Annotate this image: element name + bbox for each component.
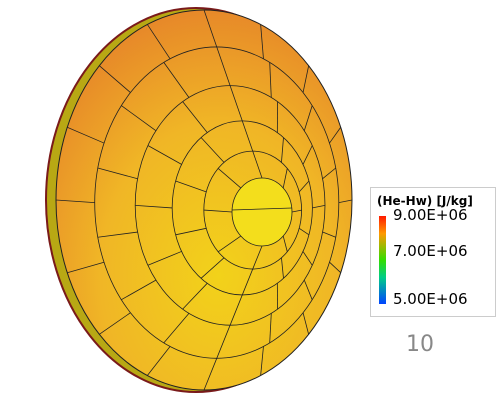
- nose-cap: [232, 178, 292, 246]
- legend-label: 9.00E+06: [393, 206, 468, 224]
- slide: (He-Hw) [J/kg] 9.00E+06 7.00E+06 5.00E+0…: [0, 0, 497, 393]
- legend-label: 7.00E+06: [393, 242, 468, 260]
- legend: (He-Hw) [J/kg] 9.00E+06 7.00E+06 5.00E+0…: [370, 187, 496, 317]
- legend-label: 5.00E+06: [393, 290, 468, 308]
- heat-shield-render: [0, 0, 370, 393]
- page-number: 10: [406, 332, 434, 357]
- color-bar: [379, 216, 386, 304]
